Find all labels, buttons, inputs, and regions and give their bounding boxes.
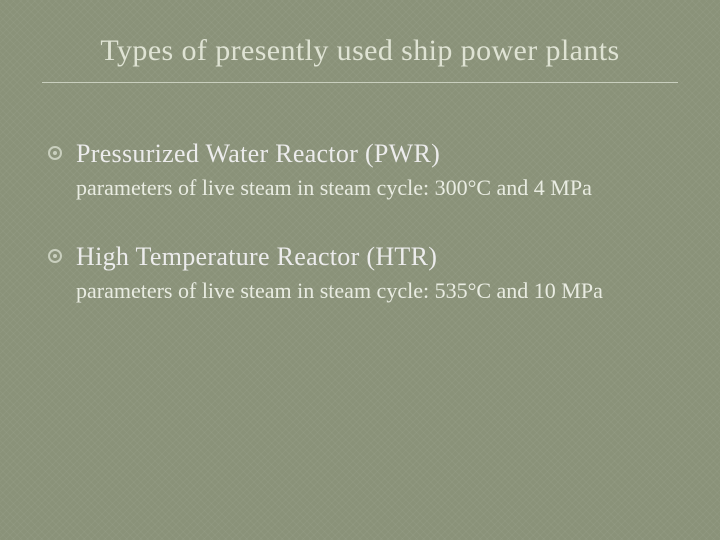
item-detail: parameters of live steam in steam cycle:… bbox=[76, 276, 636, 306]
bullet-icon bbox=[48, 146, 62, 160]
title-underline bbox=[42, 82, 678, 83]
item-heading: Pressurized Water Reactor (PWR) bbox=[76, 139, 440, 169]
list-item-header: Pressurized Water Reactor (PWR) bbox=[48, 139, 678, 169]
item-heading: High Temperature Reactor (HTR) bbox=[76, 242, 437, 272]
slide-title: Types of presently used ship power plant… bbox=[42, 32, 678, 70]
list-item: High Temperature Reactor (HTR) parameter… bbox=[48, 242, 678, 306]
bullet-icon bbox=[48, 249, 62, 263]
list-item-header: High Temperature Reactor (HTR) bbox=[48, 242, 678, 272]
item-detail: parameters of live steam in steam cycle:… bbox=[76, 173, 636, 203]
list-item: Pressurized Water Reactor (PWR) paramete… bbox=[48, 139, 678, 203]
content-area: Pressurized Water Reactor (PWR) paramete… bbox=[42, 139, 678, 306]
